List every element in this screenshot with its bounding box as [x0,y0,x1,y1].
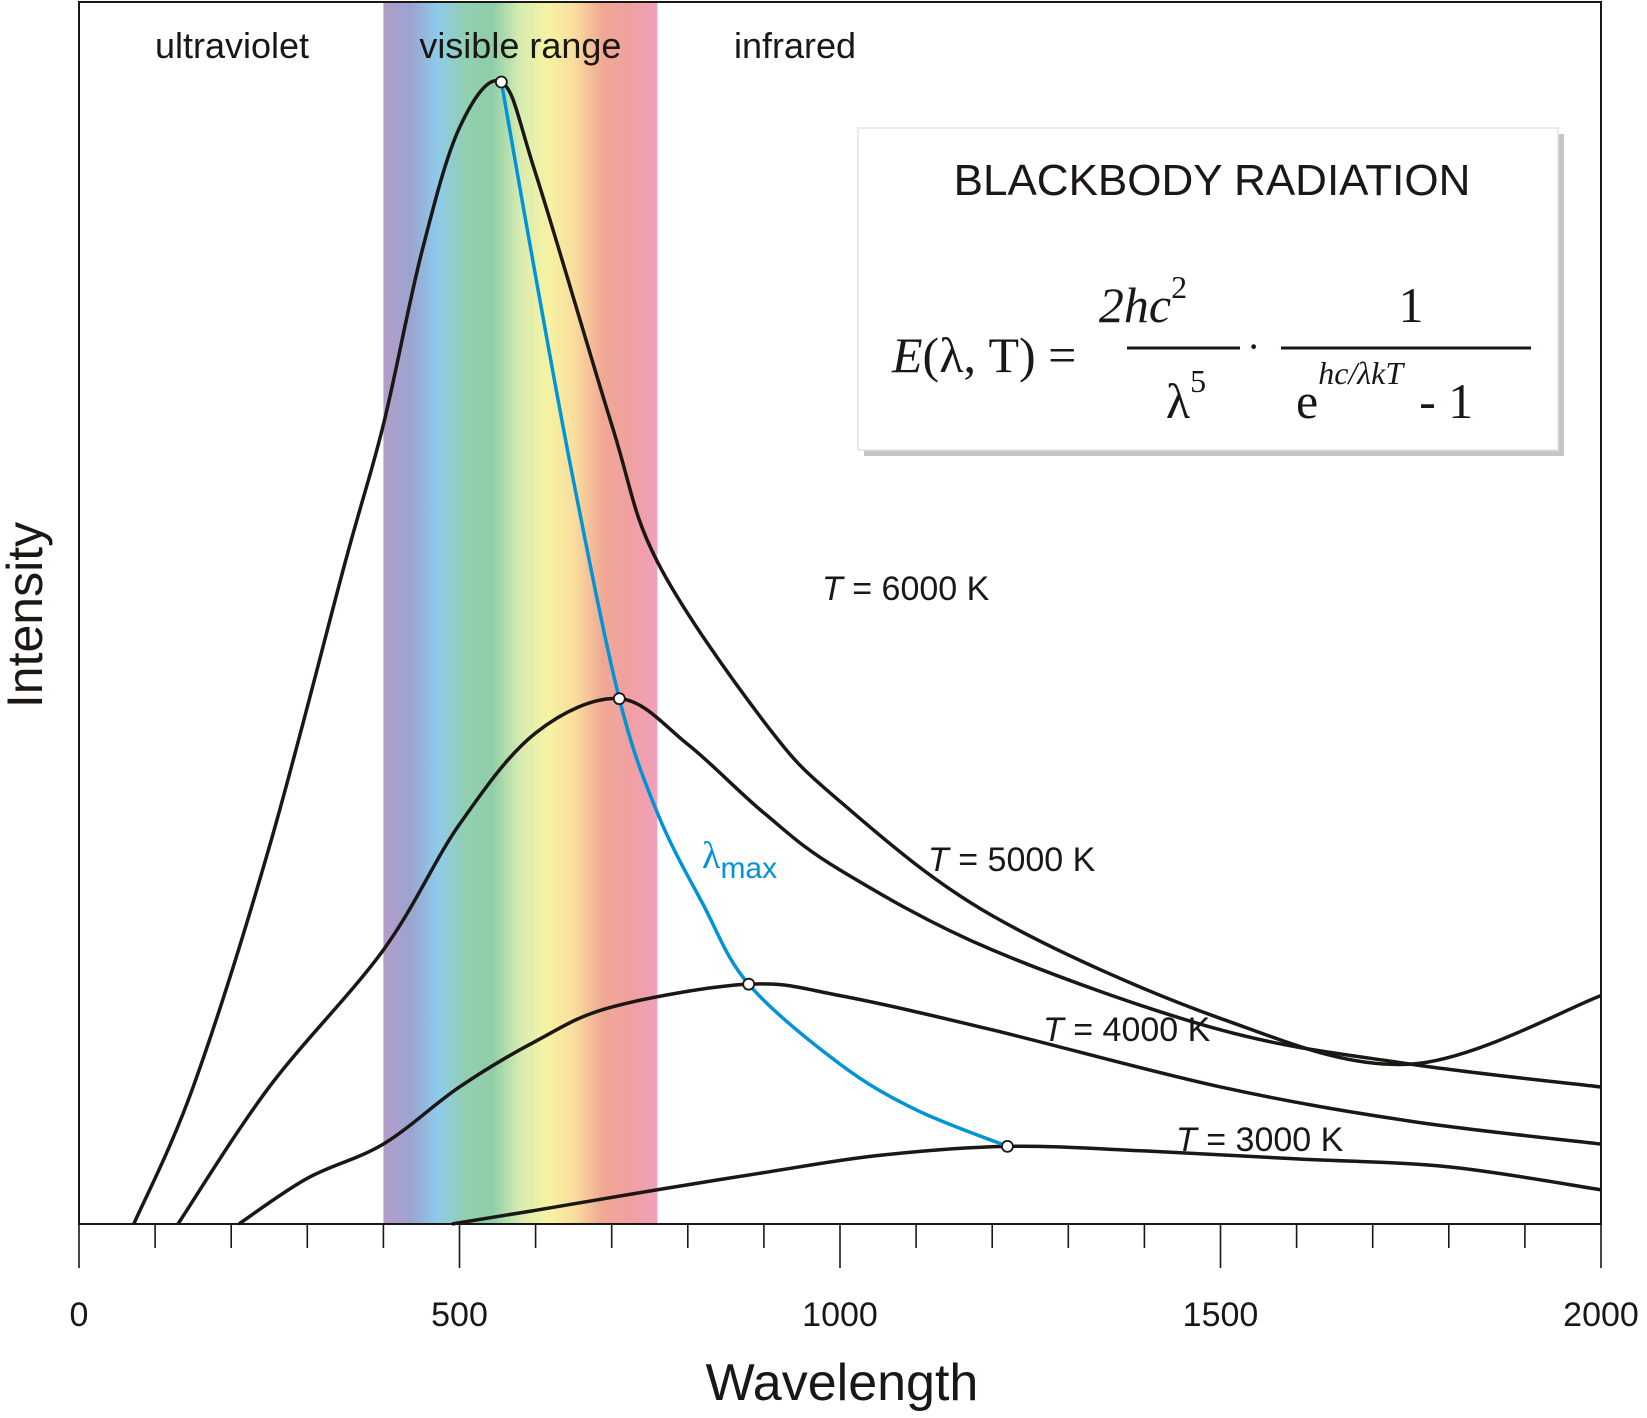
series-label-3000k-T: T [1176,1121,1199,1159]
x-axis-ticks [78,1224,1602,1268]
peak-markers [494,75,1014,1153]
formula-num1-base: 2hc [1099,277,1171,333]
formula-box: BLACKBODY RADIATION E(λ, T) = 2hc2 λ5 · … [857,127,1564,456]
series-label-6000k-T: T [822,570,845,608]
x-axis-label: Wavelength [706,1354,979,1412]
lambda-max-symbol: λ [702,835,721,877]
series-label-6000k-value: = 6000 K [843,570,990,608]
formula-den2-base: e [1296,373,1318,429]
formula-den2-sup: hc/λkT [1318,355,1405,391]
lambda-max-subscript: max [720,852,777,885]
y-axis-label: Intensity [0,522,53,708]
x-tick-label: 1500 [1183,1296,1259,1334]
series-label-3000k: T = 3000 K [1176,1121,1344,1159]
region-label-ultraviolet: ultraviolet [155,25,309,66]
formula-den1-base: λ [1166,373,1190,429]
formula-E: E [891,327,923,383]
formula-den1-sup: 5 [1190,363,1206,399]
series-line-5000k [176,696,1602,1225]
x-tick-label: 2000 [1563,1296,1639,1334]
lambda-max-label: λmax [702,835,777,885]
series-label-4000k-T: T [1043,1011,1066,1049]
formula-lhs: E(λ, T) = [891,327,1076,383]
series-line-6000k [132,78,1602,1225]
x-tick-label: 500 [431,1296,488,1334]
peak-marker-5000k [612,692,626,706]
series-label-4000k: T = 4000 K [1043,1011,1211,1049]
x-axis-tick-labels: 0 500 1000 1500 2000 [70,1296,1639,1334]
series-label-5000k-T: T [928,841,951,879]
formula-num1-sup: 2 [1171,269,1187,305]
lambda-max-curve [499,81,1009,1148]
x-tick-label: 0 [70,1296,89,1334]
series-label-3000k-value: = 3000 K [1197,1121,1344,1159]
region-label-infrared: infrared [734,25,856,66]
region-label-visible-range: visible range [419,25,621,66]
formula-dot: · [1247,324,1260,369]
formula-den2-tail: - 1 [1419,373,1473,429]
series-label-5000k-value: = 5000 K [949,841,1096,879]
series-label-4000k-value: = 4000 K [1064,1011,1211,1049]
formula-box-title: BLACKBODY RADIATION [954,156,1471,205]
formula-denominator-1: λ5 [1166,363,1206,429]
series-label-6000k: T = 6000 K [822,570,990,608]
formula-numerator-1: 2hc2 [1099,269,1187,333]
series-line-3000k [451,1144,1602,1226]
formula-numerator-2: 1 [1399,277,1424,333]
x-tick-label: 1000 [802,1296,878,1334]
peak-marker-4000k [742,977,756,991]
formula-lhs-rest: (λ, T) = [923,327,1077,383]
formula-denominator-2: ehc/λkT - 1 [1296,355,1473,429]
formula-box-panel [857,127,1559,451]
peak-marker-6000k [494,75,508,89]
series-label-5000k: T = 5000 K [928,841,1096,879]
peak-marker-3000k [1001,1139,1014,1153]
visible-range-band [383,3,658,1224]
